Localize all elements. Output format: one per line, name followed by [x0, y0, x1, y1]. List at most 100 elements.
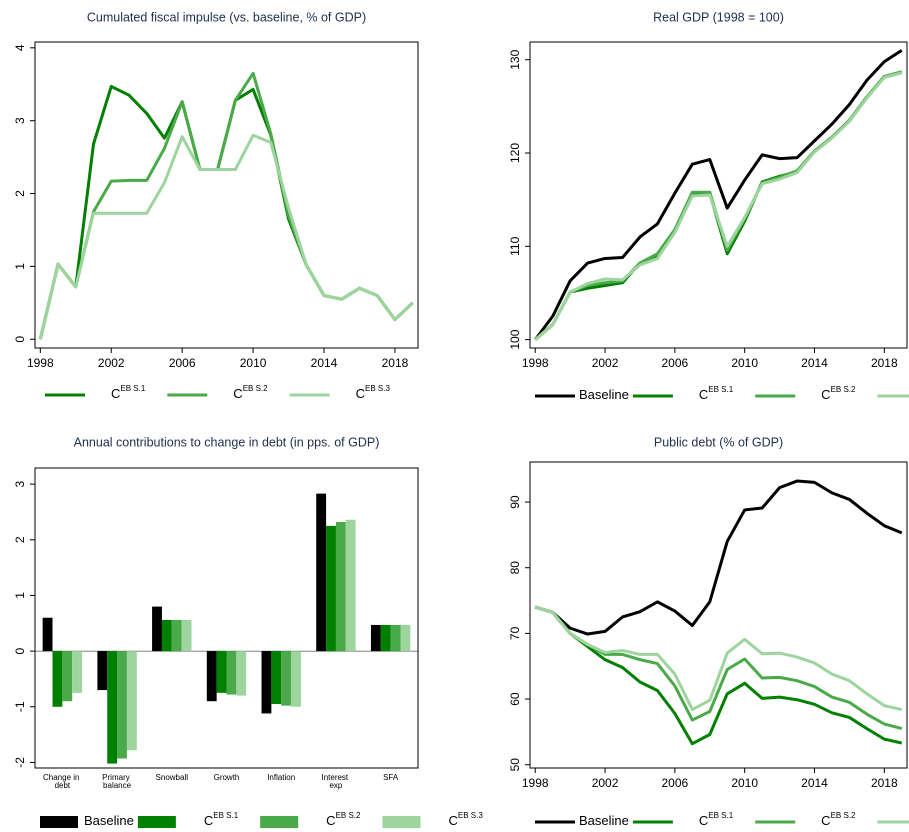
y-tick-label: 2	[13, 190, 27, 197]
legend-name: Baseline	[579, 813, 629, 828]
x-tick-label: 2010	[731, 776, 758, 790]
series-line	[534, 70, 903, 341]
chart-panel: Public debt (% of GDP) 50 60 70 80 90 1998 2002…	[508, 435, 909, 828]
legend-superscript: EB S.1	[708, 811, 733, 820]
bar	[345, 519, 356, 652]
y-tick-label: 2	[13, 536, 27, 543]
bar	[42, 617, 53, 652]
x-tick-label: 2002	[592, 356, 619, 370]
legend-swatch	[260, 816, 299, 828]
bar	[226, 651, 237, 695]
chart-title: Public debt (% of GDP)	[654, 435, 783, 449]
y-tick-label: -1	[13, 701, 27, 712]
legend-swatch	[40, 816, 78, 828]
x-tick-label: SFA	[383, 773, 399, 782]
x-tick-label: Interest exp	[321, 773, 350, 790]
bar	[107, 651, 118, 764]
legend-label: CEB S.1	[699, 811, 734, 828]
bar	[152, 606, 162, 652]
y-tick-label: 80	[508, 561, 522, 575]
bar	[97, 651, 108, 691]
legend-name: C	[326, 813, 335, 828]
legend-label: CEB S.1	[699, 385, 734, 402]
x-tick-label: Growth	[214, 773, 240, 782]
legend-label: CEB S.3	[448, 811, 483, 828]
x-tick-label: 2010	[731, 356, 758, 370]
y-tick-label: 130	[508, 49, 522, 69]
bar	[335, 521, 346, 652]
bar	[316, 493, 327, 652]
bar	[171, 619, 182, 652]
legend-label: CEB S.1	[111, 384, 146, 401]
bar	[72, 651, 83, 693]
chart-panel: Real GDP (1998 = 100) 100 110 120 130 1998 200…	[508, 10, 909, 402]
x-tick-label: 2002	[592, 776, 619, 790]
plot-frame	[529, 461, 908, 769]
chart-panel: Cumulated fiscal impulse (vs. baseline, …	[13, 10, 419, 401]
legend-superscript: EB S.3	[458, 811, 483, 820]
bar	[206, 651, 217, 702]
chart-title: Annual contributions to change in debt (…	[74, 435, 380, 449]
legend-label: CEB S.2	[326, 811, 361, 828]
bar	[126, 651, 137, 751]
x-tick-label: 2014	[801, 776, 828, 790]
plot-frame	[529, 41, 908, 349]
x-tick-label: Primary balance	[102, 773, 132, 790]
x-tick-label: 2018	[871, 356, 898, 370]
x-tick-label: 2018	[871, 776, 898, 790]
legend-name: C	[448, 813, 457, 828]
y-tick-label: 50	[508, 758, 522, 772]
x-tick-label: 2006	[662, 356, 689, 370]
y-tick-label: 90	[508, 495, 522, 509]
legend-superscript: EB S.2	[831, 385, 856, 394]
x-tick-label: 1998	[522, 356, 549, 370]
y-tick-label: 0	[13, 336, 27, 343]
bar	[326, 525, 336, 652]
bar	[370, 624, 381, 652]
legend-swatch	[382, 816, 421, 828]
legend-name: C	[821, 813, 830, 828]
bar	[390, 624, 401, 652]
bar	[291, 651, 301, 707]
x-tick-label: 2002	[98, 356, 125, 370]
x-tick-label: Snowball	[156, 773, 189, 782]
bar	[62, 651, 73, 702]
legend-label: CEB S.3	[356, 384, 391, 401]
bar	[400, 624, 411, 652]
y-tick-label: 100	[508, 329, 522, 349]
legend-label: CEB S.2	[233, 384, 268, 401]
bar	[261, 651, 272, 714]
x-tick-label: 2006	[169, 356, 196, 370]
y-tick-label: 3	[13, 117, 27, 124]
series-line	[534, 479, 903, 636]
legend-superscript: EB S.2	[336, 811, 361, 820]
legend-name: C	[233, 386, 242, 401]
bar	[380, 624, 391, 652]
y-tick-label: 120	[508, 143, 522, 163]
legend-name: Baseline	[84, 813, 134, 828]
plot-frame	[34, 41, 419, 349]
bar	[216, 651, 227, 693]
series-line	[534, 605, 903, 712]
legend-label: CEB S.2	[821, 385, 856, 402]
series-line	[534, 605, 903, 746]
x-tick-label: Inflation	[267, 773, 295, 782]
series-line	[534, 71, 903, 341]
legend-superscript: EB S.1	[213, 811, 238, 820]
bar	[161, 619, 172, 652]
y-tick-label: 1	[13, 592, 27, 599]
legend-label: Baseline	[84, 813, 134, 828]
legend-label: Baseline	[579, 813, 629, 828]
x-tick-label: 2010	[240, 356, 267, 370]
x-tick-label: 2014	[311, 356, 338, 370]
bar	[52, 651, 63, 707]
bar	[181, 619, 192, 652]
series-line	[534, 49, 903, 341]
y-tick-label: 110	[508, 236, 522, 255]
legend-name: C	[204, 813, 213, 828]
legend-superscript: EB S.1	[120, 384, 145, 393]
x-tick-label: 2014	[801, 356, 828, 370]
legend-name: C	[111, 386, 120, 401]
bar	[281, 651, 292, 706]
